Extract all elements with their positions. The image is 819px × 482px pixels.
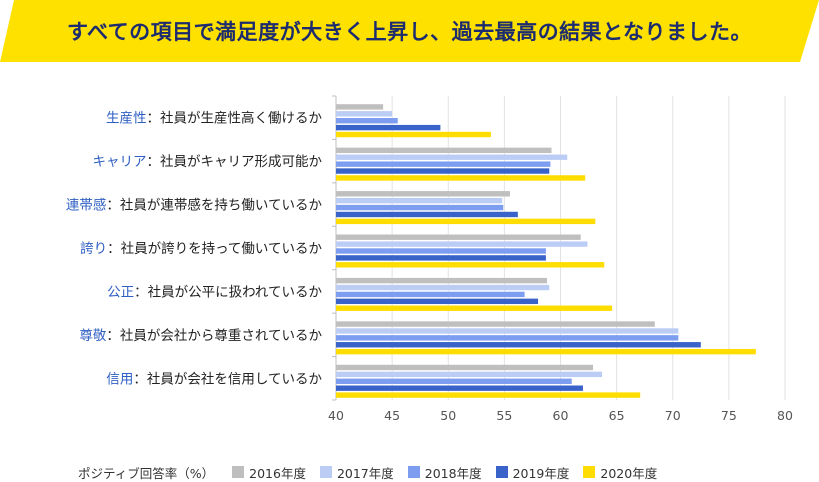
category-key: 信用: [106, 371, 133, 387]
x-tick-label: 75: [721, 408, 737, 423]
category-key: 尊敬: [79, 328, 106, 344]
category-description: ：社員が生産性高く働けるか: [147, 110, 323, 127]
bar: [336, 131, 491, 138]
x-tick-label: 45: [384, 408, 400, 423]
bar: [336, 342, 701, 348]
category-description: ：社員がキャリア形成可能か: [147, 154, 323, 170]
legend-item-2016: 2016年度: [232, 463, 306, 482]
x-tick-label: 65: [609, 408, 625, 423]
bar: [336, 371, 603, 378]
bar: [336, 168, 550, 174]
x-tick-label: 80: [777, 408, 793, 423]
legend-item-2018: 2018年度: [407, 463, 482, 482]
bar: [336, 348, 756, 355]
bar: [336, 378, 572, 384]
bar: [336, 291, 525, 298]
legend-label-2018: 2018年度: [424, 465, 482, 481]
legend-swatch-2018: [407, 466, 420, 478]
category-key: 生産性: [106, 111, 147, 127]
bar: [336, 385, 583, 391]
legend-label-2016: 2016年度: [249, 465, 306, 481]
category-label: キャリア：社員がキャリア形成可能か: [93, 154, 323, 170]
category-key: 連帯感: [66, 197, 107, 214]
category-description: ：社員が連帯感を持ち働いているか: [106, 197, 322, 214]
bar: [336, 284, 550, 291]
category-label: 公正：社員が公平に扱われているか: [107, 284, 322, 300]
bar: [336, 191, 510, 197]
bar: [336, 111, 393, 117]
bar: [336, 305, 613, 311]
bar: [336, 298, 539, 305]
bar: [336, 204, 504, 211]
bar: [336, 197, 503, 204]
legend-item-2017: 2017年度: [319, 463, 394, 482]
bar: [336, 211, 518, 218]
category-description: ：社員が会社から尊重されているか: [106, 328, 322, 344]
category-description: ：社員が公平に扱われているか: [134, 284, 322, 300]
x-tick-label: 50: [440, 408, 456, 423]
category-label: 連帯感：社員が連帯感を持ち働いているか: [66, 197, 323, 214]
category-description: ：社員が会社を信用しているか: [133, 371, 322, 387]
legend-title: ポジティブ回答率（%）: [78, 465, 215, 481]
bar: [336, 255, 546, 261]
bar: [336, 262, 605, 268]
legend-item-2019: 2019年度: [495, 463, 570, 482]
bar: [336, 218, 596, 225]
legend-label-2020: 2020年度: [600, 465, 658, 481]
bar: [336, 328, 679, 334]
bar: [336, 118, 398, 124]
banner-shape: [0, 0, 819, 62]
category-description: ：社員が誇りを持って働いているか: [107, 241, 322, 257]
bar: [336, 248, 546, 254]
bar: [336, 241, 588, 247]
category-label: 信用：社員が会社を信用しているか: [106, 371, 322, 387]
bar: [336, 364, 594, 371]
bar: [336, 321, 655, 327]
bar: [336, 175, 586, 181]
x-tick-label: 60: [553, 408, 569, 423]
category-label: 尊敬：社員が会社から尊重されているか: [79, 328, 322, 344]
category-key: キャリア: [93, 154, 147, 170]
legend-label-2019: 2019年度: [512, 465, 570, 481]
headline-banner: すべての項目で満足度が大きく上昇し、過去最高の結果となりました。: [0, 0, 819, 62]
category-label: 生産性：社員が生産性高く働けるか: [106, 110, 322, 127]
headline-text: すべての項目で満足度が大きく上昇し、過去最高の結果となりました。: [66, 20, 753, 44]
x-tick-label: 70: [665, 408, 681, 423]
x-tick-label: 55: [496, 408, 512, 423]
legend-label-2017: 2017年度: [336, 465, 394, 481]
category-key: 公正: [107, 284, 134, 300]
category-label: 誇り：社員が誇りを持って働いているか: [80, 241, 322, 257]
bar: [336, 277, 548, 284]
legend-swatch-2017: [319, 466, 332, 478]
legend-swatch-2020: [583, 466, 596, 478]
legend-swatch-2019: [495, 466, 508, 478]
category-key: 誇り: [80, 241, 107, 257]
bar: [336, 124, 441, 131]
bar: [336, 161, 551, 167]
bar: [336, 335, 679, 341]
bar: [336, 234, 581, 240]
legend-swatch-2016: [232, 466, 245, 478]
bar: [336, 392, 641, 398]
bar-chart: 40 45 50 55 60 65 70 75 80生産性：社員が生産性高く働けるかキャリア：社…: [66, 95, 793, 423]
bar: [336, 154, 568, 160]
bar: [336, 147, 552, 154]
legend-item-2020: 2020年度: [583, 463, 657, 482]
x-tick-label: 40: [328, 408, 344, 423]
bar: [336, 104, 384, 110]
legend: ポジティブ回答率（%） 2016年度 2017年度 2018年度 2019年度 …: [78, 462, 778, 482]
